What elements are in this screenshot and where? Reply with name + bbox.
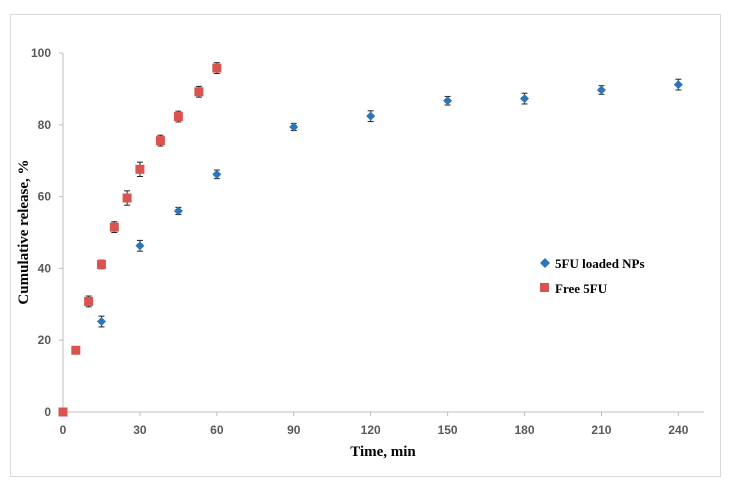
data-point — [173, 206, 183, 216]
axes — [62, 53, 704, 413]
data-point — [212, 63, 222, 73]
data-point — [58, 407, 68, 417]
x-tick-label: 0 — [60, 423, 67, 437]
series-free — [58, 62, 222, 417]
data-point — [596, 85, 606, 95]
data-point — [71, 345, 81, 355]
legend-marker-free — [540, 283, 549, 292]
data-point — [212, 169, 222, 179]
y-tick-label: 40 — [38, 261, 52, 275]
x-tick-label: 240 — [668, 423, 688, 437]
legend-label-free: Free 5FU — [555, 281, 608, 296]
x-tick-label: 210 — [591, 423, 611, 437]
data-point — [673, 80, 683, 90]
series-nps — [58, 78, 683, 417]
x-tick-label: 120 — [361, 423, 381, 437]
data-point — [366, 111, 376, 121]
data-point — [443, 96, 453, 106]
data-point — [109, 222, 119, 232]
data-point — [289, 122, 299, 132]
y-tick-label: 100 — [31, 46, 51, 60]
data-point — [520, 94, 530, 104]
data-point — [194, 87, 204, 97]
legend-label-nps: 5FU loaded NPs — [555, 256, 645, 271]
data-point — [84, 296, 94, 306]
data-point — [173, 112, 183, 122]
data-point — [96, 259, 106, 269]
y-tick-label: 20 — [38, 333, 52, 347]
x-tick-label: 150 — [438, 423, 458, 437]
x-tick-label: 180 — [515, 423, 535, 437]
legend-marker-nps — [540, 258, 550, 268]
y-tick-label: 80 — [38, 118, 52, 132]
x-axis-title: Time, min — [350, 444, 416, 460]
y-axis-title: Cumulative release, % — [16, 159, 32, 304]
data-point — [155, 136, 165, 146]
data-point — [96, 317, 106, 327]
data-series — [58, 62, 683, 417]
y-tick-label: 60 — [38, 190, 52, 204]
x-tick-label: 60 — [210, 423, 224, 437]
y-tick-label: 0 — [44, 405, 51, 419]
x-tick-label: 90 — [287, 423, 301, 437]
data-point — [135, 164, 145, 174]
y-tick-labels: 0 20 40 60 80 100 — [31, 46, 63, 419]
data-point — [122, 193, 132, 203]
x-tick-label: 30 — [133, 423, 147, 437]
x-tick-labels: 0 30 60 90 120 150 180 210 240 — [60, 412, 689, 437]
legend: 5FU loaded NPs Free 5FU — [540, 256, 645, 296]
data-point — [135, 241, 145, 251]
